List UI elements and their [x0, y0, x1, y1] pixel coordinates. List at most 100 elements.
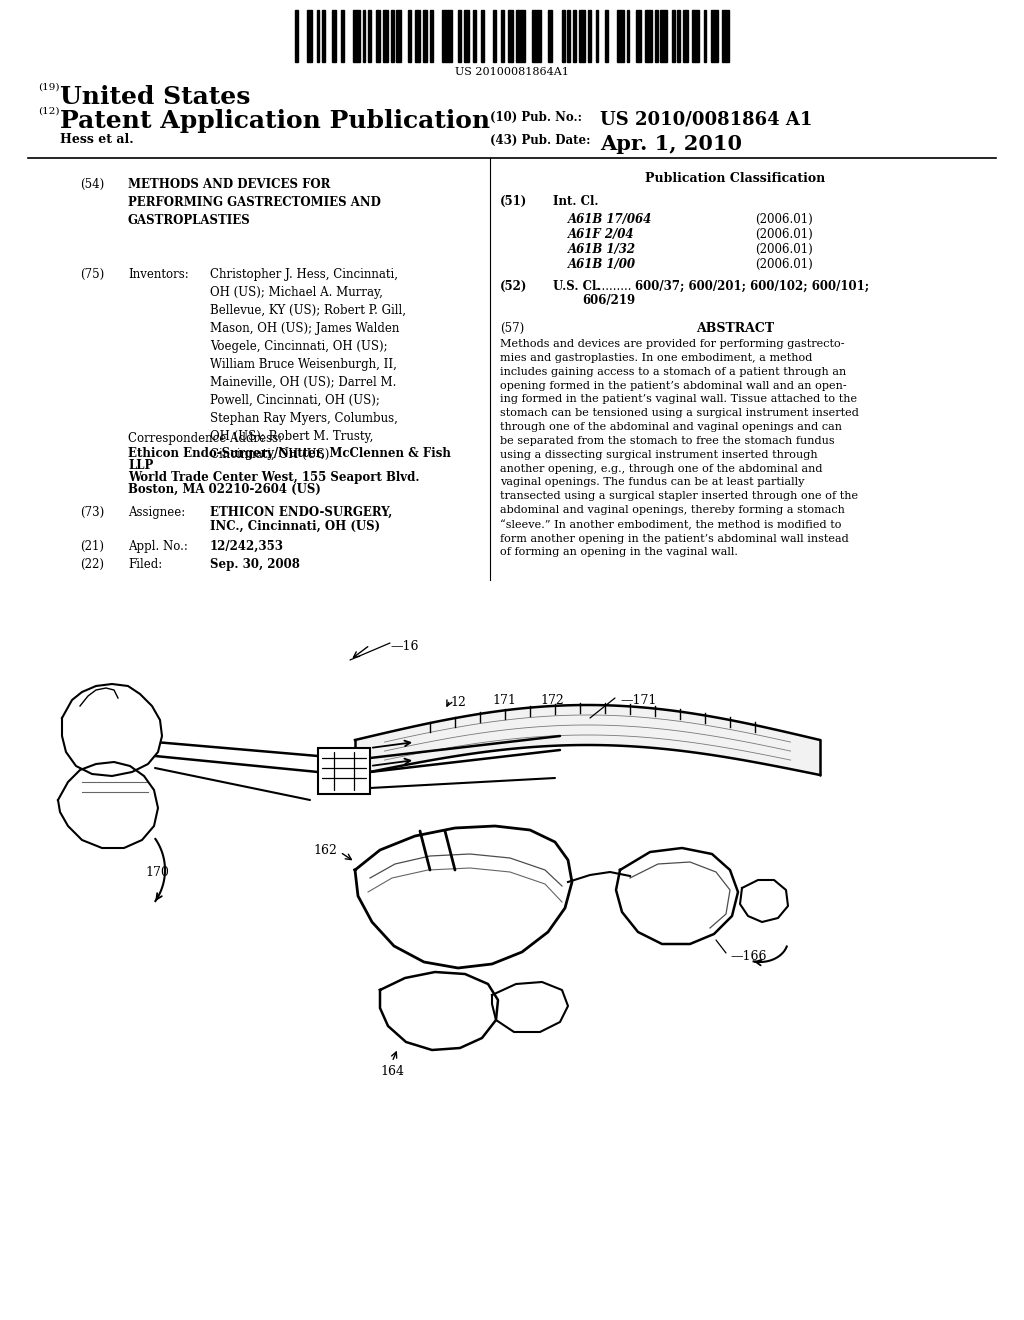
Text: ABSTRACT: ABSTRACT	[696, 322, 774, 335]
Text: Appl. No.:: Appl. No.:	[128, 540, 187, 553]
Bar	[0, 624, 1024, 1320]
Text: A61F 2/04: A61F 2/04	[568, 228, 635, 242]
Text: (10) Pub. No.:: (10) Pub. No.:	[490, 111, 582, 124]
Text: —171: —171	[620, 694, 656, 708]
Text: 600/37; 600/201; 600/102; 600/101;: 600/37; 600/201; 600/102; 600/101;	[635, 280, 869, 293]
Polygon shape	[355, 826, 572, 968]
Bar	[391, 11, 393, 62]
Bar	[459, 11, 461, 62]
Polygon shape	[62, 684, 162, 776]
Text: (57): (57)	[500, 322, 524, 335]
Polygon shape	[355, 705, 820, 775]
Bar	[316, 11, 319, 62]
Text: (43) Pub. Date:: (43) Pub. Date:	[490, 135, 591, 147]
Text: Inventors:: Inventors:	[128, 268, 188, 281]
Bar	[548, 11, 552, 62]
Text: LLP: LLP	[128, 459, 154, 473]
Bar	[636, 11, 641, 62]
Bar	[508, 11, 513, 62]
Text: US 2010/0081864 A1: US 2010/0081864 A1	[600, 111, 812, 129]
Bar	[341, 11, 344, 62]
Polygon shape	[380, 972, 498, 1049]
Polygon shape	[740, 880, 788, 921]
Text: Assignee:: Assignee:	[128, 506, 185, 519]
Bar	[416, 11, 420, 62]
Polygon shape	[58, 762, 158, 847]
Bar	[711, 11, 718, 62]
Bar	[362, 11, 366, 62]
Text: (2006.01): (2006.01)	[755, 228, 813, 242]
Bar	[645, 11, 652, 62]
Text: U.S. Cl.: U.S. Cl.	[553, 280, 600, 293]
Polygon shape	[616, 847, 738, 944]
Bar	[430, 11, 433, 62]
Text: (12): (12)	[38, 107, 59, 116]
Text: (52): (52)	[500, 280, 527, 293]
Text: Ethicon Endo-Surgery/Nutter, McClennen & Fish: Ethicon Endo-Surgery/Nutter, McClennen &…	[128, 447, 451, 459]
Text: 164: 164	[380, 1065, 404, 1078]
Text: Boston, MA 02210-2604 (US): Boston, MA 02210-2604 (US)	[128, 483, 321, 496]
Bar	[677, 11, 680, 62]
Bar	[295, 11, 298, 62]
Text: (73): (73)	[80, 506, 104, 519]
Text: US 20100081864A1: US 20100081864A1	[455, 67, 569, 77]
Text: Hess et al.: Hess et al.	[60, 133, 133, 147]
Text: (19): (19)	[38, 83, 59, 92]
Bar	[627, 11, 630, 62]
Bar	[617, 11, 624, 62]
Bar	[423, 11, 427, 62]
Text: Int. Cl.: Int. Cl.	[553, 195, 598, 209]
Bar	[703, 11, 707, 62]
Bar	[494, 11, 496, 62]
Text: (54): (54)	[80, 178, 104, 191]
Text: ..........: ..........	[595, 280, 633, 293]
Bar	[332, 11, 336, 62]
Text: —166: —166	[730, 950, 767, 964]
Bar	[376, 11, 381, 62]
Text: (2006.01): (2006.01)	[755, 213, 813, 226]
Text: 12: 12	[450, 696, 466, 709]
Text: 162: 162	[313, 843, 337, 857]
Text: INC., Cincinnati, OH (US): INC., Cincinnati, OH (US)	[210, 520, 380, 533]
Text: Apr. 1, 2010: Apr. 1, 2010	[600, 135, 742, 154]
Text: 171: 171	[492, 694, 516, 708]
Bar	[567, 11, 570, 62]
Bar	[383, 11, 388, 62]
Bar	[442, 11, 452, 62]
Text: Patent Application Publication: Patent Application Publication	[60, 110, 490, 133]
Bar	[672, 11, 675, 62]
Bar	[501, 11, 504, 62]
Text: A61B 1/32: A61B 1/32	[568, 243, 636, 256]
Bar	[562, 11, 564, 62]
Bar	[473, 11, 476, 62]
Bar	[353, 11, 359, 62]
Text: A61B 17/064: A61B 17/064	[568, 213, 652, 226]
Text: Filed:: Filed:	[128, 558, 162, 572]
Text: METHODS AND DEVICES FOR
PERFORMING GASTRECTOMIES AND
GASTROPLASTIES: METHODS AND DEVICES FOR PERFORMING GASTR…	[128, 178, 381, 227]
Bar	[683, 11, 688, 62]
Text: Correspondence Address:: Correspondence Address:	[128, 432, 283, 445]
Bar	[307, 11, 312, 62]
Text: 170: 170	[145, 866, 169, 879]
Text: (75): (75)	[80, 268, 104, 281]
Text: (21): (21)	[80, 540, 104, 553]
Text: —16: —16	[390, 640, 419, 653]
Text: Sep. 30, 2008: Sep. 30, 2008	[210, 558, 300, 572]
Bar	[369, 11, 371, 62]
Text: (22): (22)	[80, 558, 104, 572]
Bar	[531, 11, 541, 62]
Text: (2006.01): (2006.01)	[755, 243, 813, 256]
Bar	[573, 11, 575, 62]
Text: Methods and devices are provided for performing gastrecto-
mies and gastroplasti: Methods and devices are provided for per…	[500, 339, 859, 557]
Text: World Trade Center West, 155 Seaport Blvd.: World Trade Center West, 155 Seaport Blv…	[128, 471, 420, 484]
Bar	[318, 748, 370, 795]
Bar	[692, 11, 699, 62]
Polygon shape	[492, 982, 568, 1032]
Bar	[481, 11, 483, 62]
Bar	[516, 11, 525, 62]
Bar	[605, 11, 608, 62]
Bar	[654, 11, 657, 62]
Bar	[408, 11, 411, 62]
Bar	[588, 11, 591, 62]
Text: ETHICON ENDO-SURGERY,: ETHICON ENDO-SURGERY,	[210, 506, 392, 519]
